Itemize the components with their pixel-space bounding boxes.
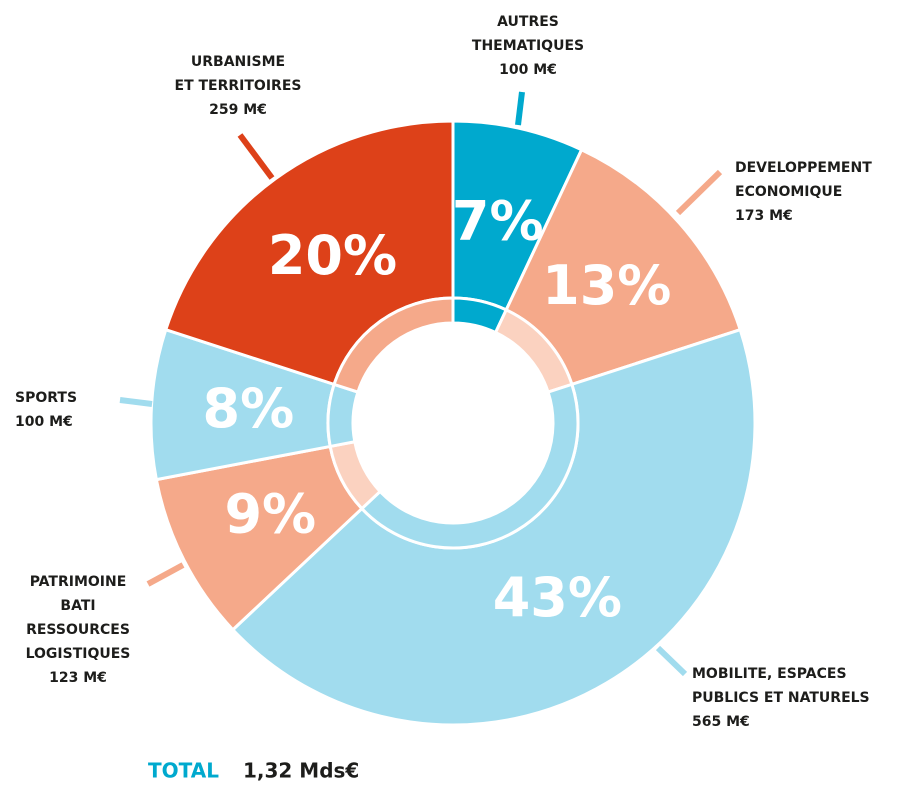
total-value: 1,32 Mds€ [243, 759, 359, 783]
category-label: LOGISTIQUES [26, 646, 131, 662]
amount-label: 100 M€ [499, 62, 557, 78]
donut-inner-ring [326, 382, 360, 449]
amount-label: 100 M€ [15, 414, 73, 430]
percent-label: 43% [493, 566, 622, 629]
leader-line [675, 169, 723, 216]
percent-label: 8% [203, 377, 295, 440]
category-label: PATRIMOINE [30, 574, 127, 590]
percent-label: 7% [452, 190, 544, 253]
leader-line [146, 562, 185, 587]
category-label: AUTRES [497, 14, 559, 30]
leader-line [655, 645, 688, 677]
donut-inner-ring [332, 296, 455, 394]
category-label: URBANISME [191, 54, 285, 70]
percent-label: 9% [224, 483, 316, 546]
percent-label: 20% [268, 224, 397, 287]
category-label: RESSOURCES [26, 622, 130, 638]
amount-label: 173 M€ [735, 208, 793, 224]
total-label: TOTAL [148, 759, 219, 783]
category-label: SPORTS [15, 390, 77, 406]
category-label: ET TERRITOIRES [175, 78, 302, 94]
category-label: MOBILITE, ESPACES [692, 666, 847, 682]
category-label: DEVELOPPEMENT [735, 160, 872, 176]
category-label: THEMATIQUES [472, 38, 584, 54]
leader-line [237, 133, 275, 180]
amount-label: 259 M€ [209, 102, 267, 118]
category-label: BATI [60, 598, 95, 614]
amount-label: 565 M€ [692, 714, 750, 730]
leader-line [119, 397, 153, 407]
amount-label: 123 M€ [49, 670, 107, 686]
category-label: PUBLICS ET NATURELS [692, 690, 870, 706]
leader-line [515, 91, 525, 126]
category-label: ECONOMIQUE [735, 184, 842, 200]
percent-label: 13% [542, 254, 671, 317]
